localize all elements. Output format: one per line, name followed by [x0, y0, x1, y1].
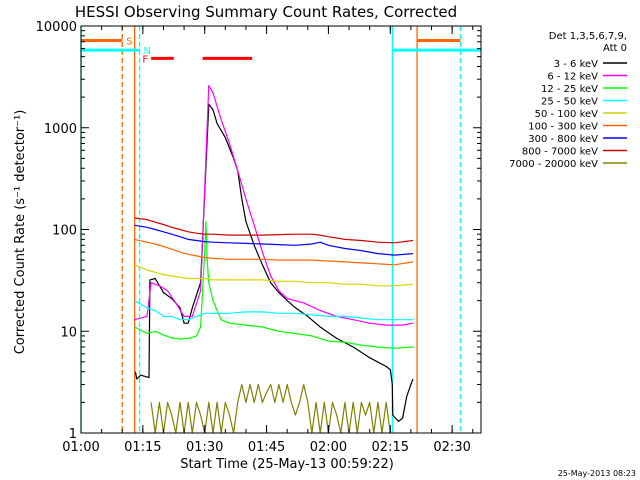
- legend-label-3: 25 - 50 keV: [541, 97, 598, 108]
- y-axis-label: Corrected Count Rate (s⁻¹ detector⁻¹): [13, 110, 28, 355]
- legend-label-4: 50 - 100 keV: [535, 109, 599, 120]
- series-line-0: [134, 103, 414, 422]
- x-tick-label-0: 01:00: [62, 440, 99, 455]
- legend: Det 1,3,5,6,7,9,Att 0 3 - 6 keV 6 - 12 keV…: [509, 31, 627, 170]
- flag-label-S: S: [126, 37, 132, 48]
- legend-label-8: 7000 - 20000 keV: [509, 159, 598, 170]
- y-axis: 1 10 100 1000 10000: [36, 20, 481, 442]
- x-tick-label-6: 02:30: [433, 440, 470, 455]
- y-tick-label-0: 1: [69, 427, 77, 442]
- legend-header-1: Att 0: [603, 43, 627, 54]
- series-line-3: [134, 300, 413, 321]
- legend-label-0: 3 - 6 keV: [554, 59, 598, 70]
- series-line-6: [134, 224, 414, 256]
- legend-label-5: 100 - 300 keV: [528, 122, 598, 133]
- x-axis-label: Start Time (25-May-13 00:59:22): [180, 457, 394, 472]
- y-tick-label-4: 10000: [36, 20, 77, 35]
- plot-area: S NF: [80, 26, 481, 434]
- series-line-2: [134, 220, 414, 349]
- y-tick-label-1: 10: [60, 325, 77, 340]
- x-axis: 01:00 01:15 01:30 01:45 02:00 02:15 02:30: [62, 26, 474, 455]
- flag-label-F: F: [142, 54, 148, 65]
- series-line-4: [134, 264, 414, 287]
- legend-label-2: 12 - 25 keV: [541, 84, 598, 95]
- x-tick-label-4: 02:00: [310, 440, 347, 455]
- series-line-5: [134, 238, 414, 266]
- x-tick-label-5: 02:15: [372, 440, 409, 455]
- legend-label-6: 300 - 800 keV: [528, 134, 598, 145]
- flag-label-N: N: [144, 46, 151, 57]
- legend-label-7: 800 - 7000 keV: [522, 147, 598, 158]
- x-tick-label-1: 01:15: [124, 440, 161, 455]
- footer-timestamp: 25-May-2013 08:23: [558, 469, 636, 478]
- x-tick-label-2: 01:30: [186, 440, 223, 455]
- series-line-7: [134, 217, 414, 244]
- y-tick-label-2: 100: [52, 224, 77, 239]
- y-tick-label-3: 1000: [44, 122, 77, 137]
- series-line-8: [150, 383, 391, 434]
- chart-title: HESSI Observing Summary Count Rates, Cor…: [75, 3, 457, 21]
- legend-header-0: Det 1,3,5,6,7,9,: [549, 31, 627, 42]
- series-line-1: [134, 84, 414, 326]
- plot-frame: [80, 25, 482, 434]
- legend-label-1: 6 - 12 keV: [547, 72, 598, 83]
- x-tick-label-3: 01:45: [248, 440, 285, 455]
